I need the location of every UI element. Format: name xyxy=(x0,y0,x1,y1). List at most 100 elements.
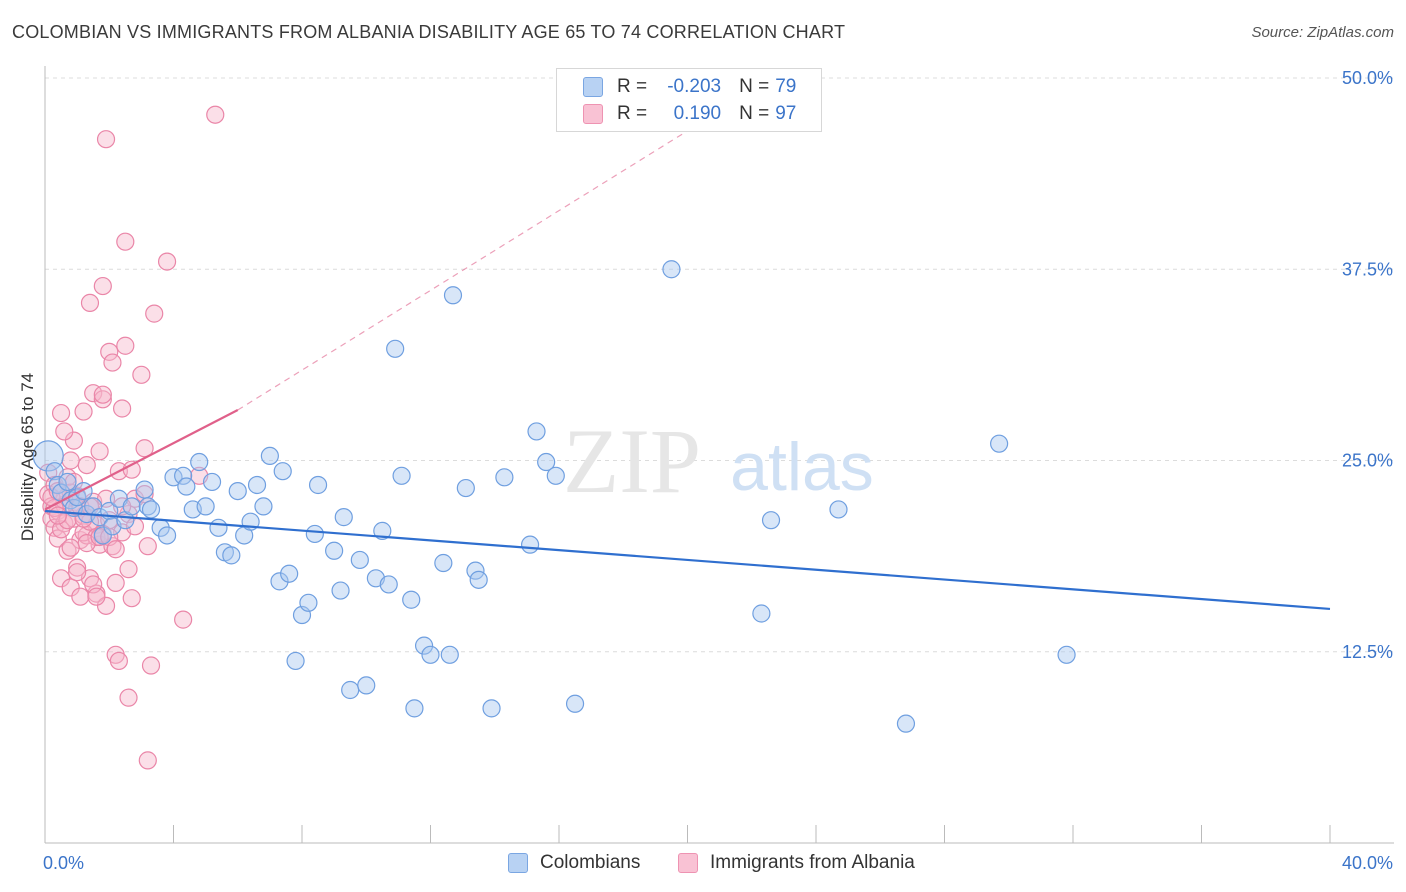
albania-point xyxy=(103,353,122,372)
r-label: R = xyxy=(617,76,648,97)
watermark: ZIP atlas xyxy=(563,410,874,512)
colombian-point xyxy=(270,572,289,591)
watermark-zip: ZIP xyxy=(563,410,701,512)
albania-point xyxy=(116,336,135,355)
albania-point xyxy=(112,399,132,418)
colombian-point xyxy=(440,645,459,664)
colombian-point xyxy=(896,714,916,733)
colombian-point xyxy=(45,462,64,481)
blue-swatch xyxy=(583,77,603,97)
albania-point xyxy=(174,610,193,629)
colombian-point xyxy=(280,564,299,583)
colombian-point xyxy=(247,475,267,495)
colombian-point xyxy=(325,541,344,560)
albania-point xyxy=(116,232,135,251)
colombian-point xyxy=(443,286,463,305)
albania-point xyxy=(122,589,141,608)
colombian-point xyxy=(254,497,273,516)
r-value: -0.203 xyxy=(667,76,722,97)
albania-point xyxy=(55,422,74,441)
colombian-point xyxy=(299,593,318,612)
albania-point xyxy=(106,540,125,559)
albania-point xyxy=(206,105,225,124)
colombian-point xyxy=(93,526,112,545)
colombian-point xyxy=(386,339,405,358)
legend-item-albania[interactable]: Immigrants from Albania xyxy=(678,852,915,874)
colombian-point xyxy=(752,604,771,623)
albania-trend-extension xyxy=(237,100,737,411)
colombian-point xyxy=(829,500,848,519)
colombian-point xyxy=(174,466,193,485)
albania-point xyxy=(157,252,177,271)
colombian-point xyxy=(520,535,540,554)
n-value: 97 xyxy=(775,103,797,124)
albania-point xyxy=(132,365,151,384)
r-value: 0.190 xyxy=(673,103,722,124)
colombian-point xyxy=(565,694,585,713)
colombian-point xyxy=(482,699,501,718)
albania-point xyxy=(135,439,154,458)
colombian-point xyxy=(357,676,376,695)
colombian-point xyxy=(122,497,141,516)
albania-point xyxy=(100,342,119,361)
colombian-point xyxy=(495,468,514,487)
axis-labels: 12.5% 25.0% 37.5% 50.0% 0.0% 40.0% xyxy=(43,68,1393,873)
n-value: 79 xyxy=(775,76,797,97)
pink-swatch xyxy=(678,853,698,873)
albania-point xyxy=(93,276,112,296)
legend-label: Immigrants from Albania xyxy=(710,852,915,873)
x-tick-label: 0.0% xyxy=(43,853,84,873)
y-tick-label: 12.5% xyxy=(1342,642,1393,662)
albania-point xyxy=(64,431,84,450)
albania-point xyxy=(119,560,138,579)
albania-point xyxy=(119,688,138,707)
colombian-point xyxy=(260,446,279,466)
colombian-point xyxy=(546,466,565,485)
axes xyxy=(44,66,1394,844)
legend-label: Colombians xyxy=(540,852,641,873)
colombian-point xyxy=(157,526,177,545)
colombian-point xyxy=(90,508,109,527)
colombian-point xyxy=(305,524,324,544)
colombian-point xyxy=(141,500,161,519)
r-label: R = xyxy=(617,103,648,124)
albania-point xyxy=(138,751,157,770)
albania-point xyxy=(51,569,71,588)
legend-item-colombians[interactable]: Colombians xyxy=(508,852,640,874)
series-colombians xyxy=(32,260,1076,733)
grid xyxy=(45,77,1394,653)
colombian-point xyxy=(222,546,241,565)
colombian-point xyxy=(537,452,556,472)
albania-point xyxy=(106,573,125,593)
n-label: N = xyxy=(739,76,770,97)
albania-point xyxy=(96,596,116,615)
colombian-point xyxy=(434,553,453,573)
colombian-point xyxy=(402,590,421,609)
albania-point xyxy=(141,656,161,675)
albania-point xyxy=(51,520,71,539)
y-tick-label: 25.0% xyxy=(1342,451,1393,471)
colombian-point xyxy=(273,462,292,481)
colombian-point xyxy=(190,452,209,472)
albania-point xyxy=(68,563,87,582)
colombian-point xyxy=(379,575,398,594)
y-axis-title: Disability Age 65 to 74 xyxy=(18,373,37,541)
albania-trend-line xyxy=(44,409,239,511)
colombian-point xyxy=(761,511,781,530)
albania-point xyxy=(68,558,87,577)
watermark-atlas: atlas xyxy=(730,429,874,505)
colombian-point xyxy=(421,645,440,664)
colombian-point xyxy=(1057,645,1076,664)
y-tick-label: 37.5% xyxy=(1342,259,1393,279)
colombian-point xyxy=(135,480,154,499)
trend-lines xyxy=(44,100,1331,611)
colombian-point xyxy=(228,482,247,501)
colombian-point xyxy=(32,440,64,472)
colombian-point xyxy=(331,581,350,600)
colombian-point xyxy=(405,699,424,718)
albania-point xyxy=(48,506,67,525)
colombian-point xyxy=(392,466,411,485)
n-label: N = xyxy=(739,103,770,124)
albania-point xyxy=(138,537,157,556)
albania-point xyxy=(87,587,106,606)
